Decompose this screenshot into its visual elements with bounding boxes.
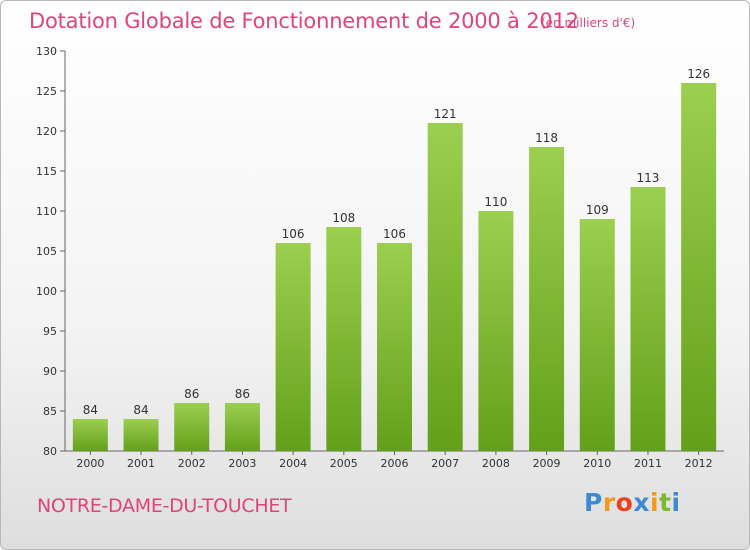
y-tick-label: 120: [36, 125, 57, 138]
bar-value-label: 126: [687, 67, 710, 81]
x-tick-label: 2009: [533, 457, 561, 470]
x-tick-label: 2001: [127, 457, 155, 470]
bar-value-label: 121: [434, 107, 457, 121]
bar-value-label: 86: [235, 387, 250, 401]
bar: [579, 219, 615, 451]
x-tick-label: 2011: [634, 457, 662, 470]
logo-letter: t: [659, 488, 672, 517]
logo-letter: i: [650, 488, 660, 517]
y-tick-label: 95: [43, 325, 57, 338]
logo-letter: o: [615, 488, 634, 517]
y-tick-label: 115: [36, 165, 57, 178]
bar-value-label: 118: [535, 131, 558, 145]
bar: [326, 227, 362, 451]
x-tick-label: 2004: [279, 457, 307, 470]
y-tick-label: 100: [36, 285, 57, 298]
x-tick-label: 2000: [76, 457, 104, 470]
bar-value-label: 106: [383, 227, 406, 241]
bar: [630, 187, 666, 451]
x-tick-label: 2012: [685, 457, 713, 470]
bar-value-label: 109: [586, 203, 609, 217]
place-name: NOTRE-DAME-DU-TOUCHET: [37, 495, 292, 517]
proxiti-logo[interactable]: Proxiti: [584, 488, 681, 517]
y-tick-label: 130: [36, 45, 57, 58]
bar: [377, 243, 412, 451]
y-tick-label: 90: [43, 365, 57, 378]
bar-value-label: 108: [332, 211, 355, 225]
axes: 80 85 90 95 100 105 110 115 120 125 130 2000 2001 200…: [36, 45, 724, 470]
bar: [275, 243, 311, 451]
bar: [529, 147, 565, 451]
y-tick-label: 105: [36, 245, 57, 258]
chart-title: Dotation Globale de Fonctionnement de 20…: [29, 9, 579, 33]
x-tick-label: 2007: [431, 457, 459, 470]
bar: [427, 123, 463, 451]
bars-group: 84 84 86 86 106 108 106 121 110 118 109 113 126: [72, 67, 717, 451]
bar-value-label: 110: [484, 195, 507, 209]
y-tick-label: 125: [36, 85, 57, 98]
x-tick-label: 2006: [381, 457, 409, 470]
bar: [72, 419, 108, 451]
x-tick-label: 2003: [228, 457, 256, 470]
bar: [681, 83, 717, 451]
bar-value-label: 106: [282, 227, 305, 241]
bar-value-label: 86: [184, 387, 199, 401]
x-tick-label: 2005: [330, 457, 358, 470]
bar: [174, 403, 210, 451]
x-tick-label: 2010: [583, 457, 611, 470]
bar: [224, 403, 260, 451]
bar-value-label: 113: [637, 171, 660, 185]
logo-letter: x: [633, 488, 650, 517]
x-tick-label: 2002: [178, 457, 206, 470]
chart-unit: (en milliers d'€): [541, 16, 636, 30]
logo-letter: r: [602, 488, 616, 517]
y-tick-label: 110: [36, 205, 57, 218]
bar-value-label: 84: [133, 403, 148, 417]
logo-letter: P: [584, 488, 603, 517]
bar: [123, 419, 159, 451]
bar-value-label: 84: [83, 403, 98, 417]
logo-letter: i: [671, 488, 681, 517]
y-tick-label: 85: [43, 405, 57, 418]
bar: [478, 211, 514, 451]
x-tick-label: 2008: [482, 457, 510, 470]
y-tick-label: 80: [43, 445, 57, 458]
